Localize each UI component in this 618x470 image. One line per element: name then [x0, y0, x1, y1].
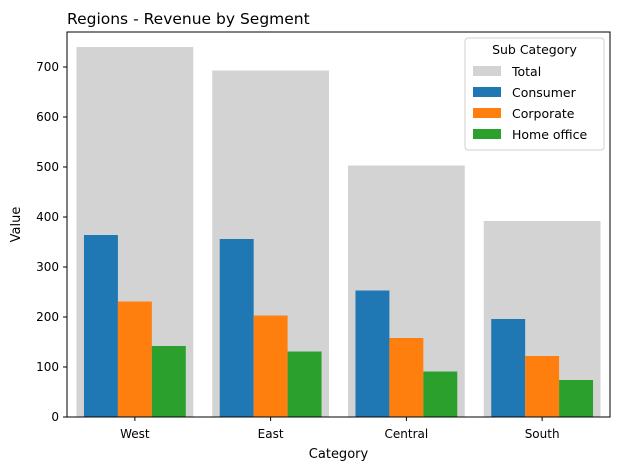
legend-swatch-home-office: [473, 129, 501, 139]
legend-label-total: Total: [511, 64, 541, 79]
x-tick-label: East: [258, 427, 284, 441]
legend-label-home-office: Home office: [512, 127, 587, 142]
y-tick-label: 600: [36, 110, 59, 124]
plot-frame: [66, 31, 611, 418]
x-tick-label: South: [525, 427, 560, 441]
legend-swatch-corporate: [473, 108, 501, 118]
legend: Sub Category Total Consumer Corporate Home o…: [464, 37, 605, 151]
y-axis-label: Value: [9, 207, 24, 243]
y-tick-label: 100: [36, 360, 59, 374]
x-axis-label: Category: [309, 447, 369, 462]
x-tick-label: Central: [385, 427, 429, 441]
y-tick-label: 700: [36, 60, 59, 74]
bar-consumer-central: [355, 290, 390, 417]
x-tick-label: West: [120, 427, 150, 441]
x-axis: West East Central South: [120, 417, 560, 441]
y-tick-label: 200: [36, 310, 59, 324]
bar-consumer-south: [491, 319, 526, 417]
y-axis: 0 100 200 300 400 500 600 700: [36, 60, 67, 424]
bar-consumer-west: [83, 235, 118, 417]
legend-label-corporate: Corporate: [512, 106, 575, 121]
bar-corporate-central: [389, 338, 424, 417]
bar-corporate-west: [117, 301, 152, 417]
legend-swatch-consumer: [473, 87, 501, 97]
y-tick-label: 0: [51, 410, 59, 424]
bar-corporate-south: [525, 356, 560, 417]
bar-home-office-west: [151, 346, 186, 417]
legend-label-consumer: Consumer: [512, 85, 577, 100]
bar-corporate-east: [253, 315, 288, 417]
bar-home-office-central: [423, 371, 458, 417]
bar-home-office-south: [559, 380, 594, 417]
legend-title: Sub Category: [492, 42, 577, 57]
legend-swatch-total: [473, 66, 501, 76]
y-tick-label: 300: [36, 260, 59, 274]
bar-consumer-east: [219, 239, 254, 417]
bar-home-office-east: [287, 351, 322, 417]
y-tick-label: 500: [36, 160, 59, 174]
chart-title: Regions - Revenue by Segment: [67, 10, 310, 28]
plot-area: [76, 47, 601, 417]
y-tick-label: 400: [36, 210, 59, 224]
